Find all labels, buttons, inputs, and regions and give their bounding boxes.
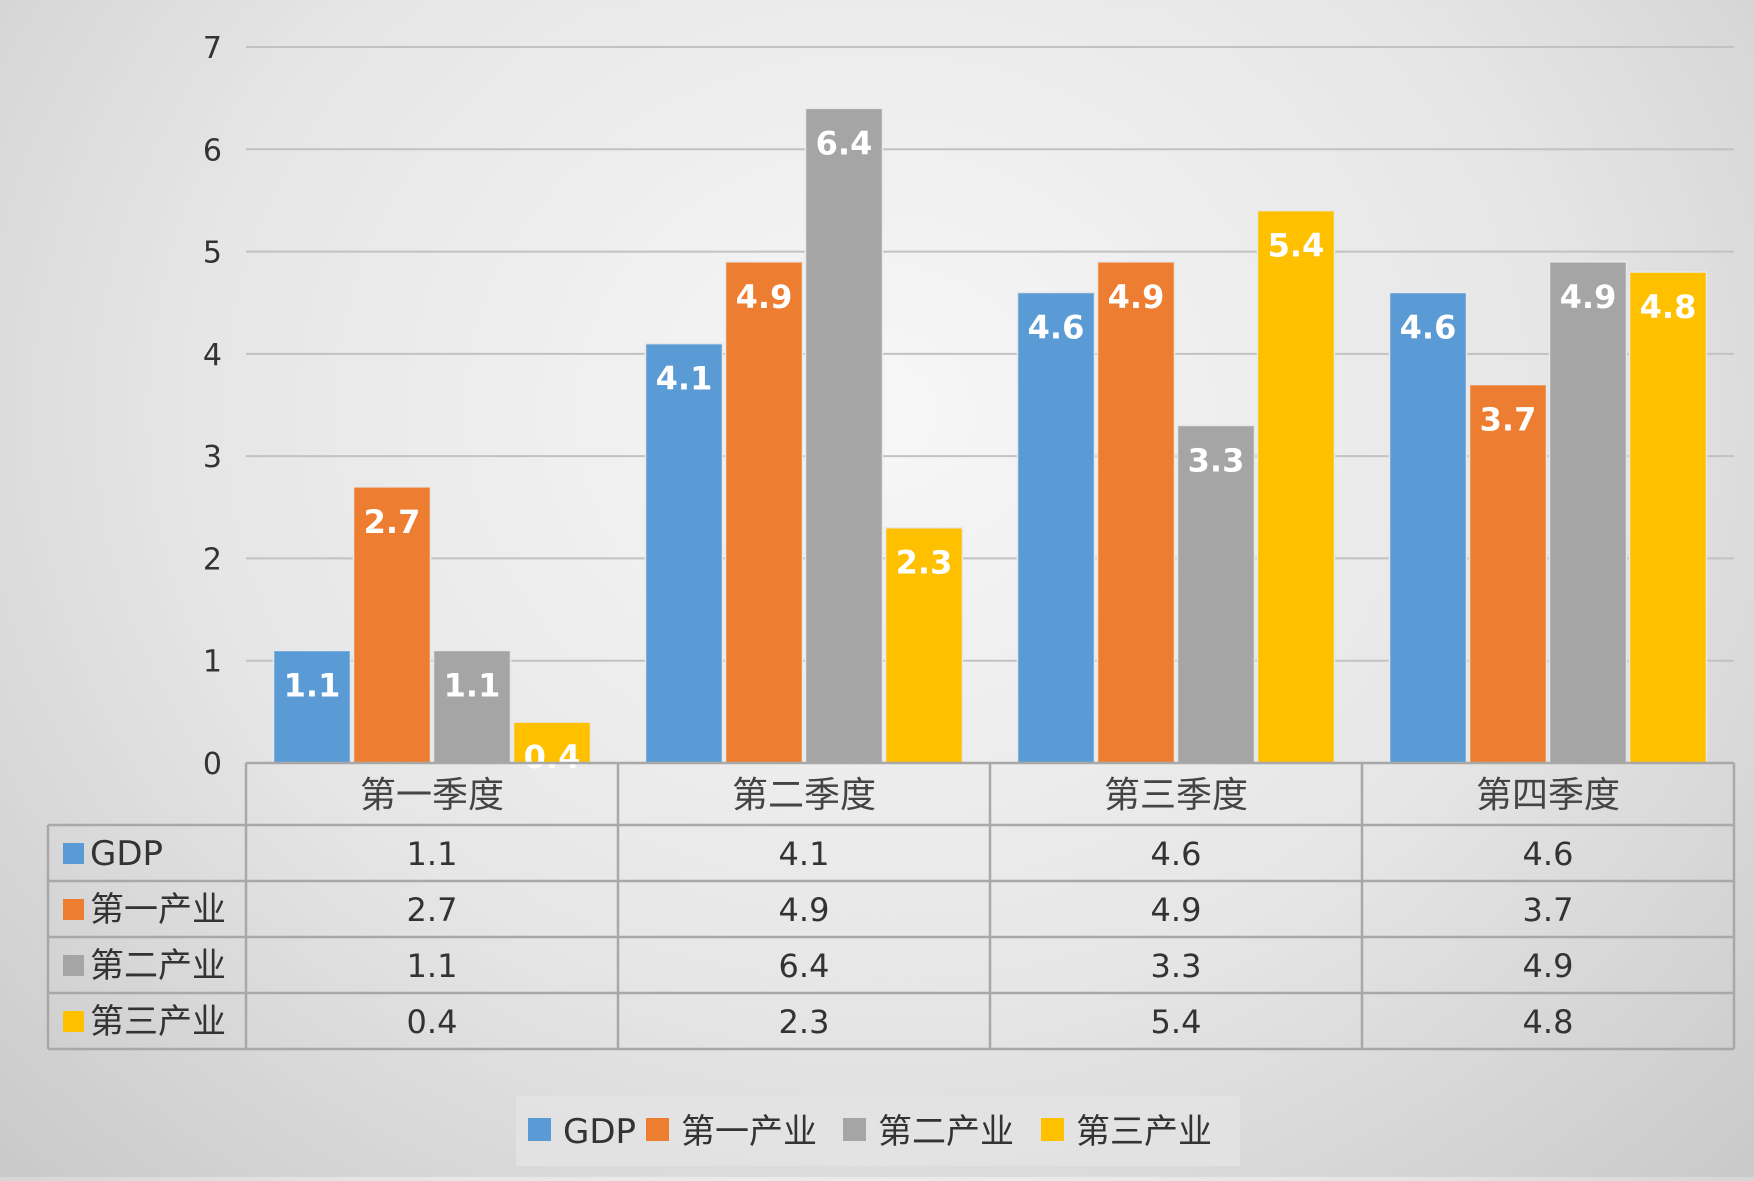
bar bbox=[644, 342, 724, 764]
y-tick-label: 4 bbox=[203, 338, 222, 373]
y-tick-label: 5 bbox=[203, 236, 222, 271]
data-label: 4.6 bbox=[1400, 308, 1457, 346]
legend-label: 第三产业 bbox=[1076, 1112, 1212, 1152]
table-cell: 4.9 bbox=[1151, 891, 1202, 929]
bar bbox=[1096, 261, 1176, 764]
table-cell: 4.8 bbox=[1523, 1003, 1574, 1041]
data-label: 4.9 bbox=[1560, 278, 1617, 316]
data-label: 4.8 bbox=[1640, 288, 1697, 326]
table-row-label: 第一产业 bbox=[90, 890, 226, 930]
data-label: 5.4 bbox=[1268, 227, 1325, 265]
y-tick-label: 0 bbox=[203, 747, 222, 782]
data-label: 0.4 bbox=[524, 738, 581, 776]
legend-key bbox=[528, 1118, 551, 1141]
data-label: 2.7 bbox=[364, 503, 421, 541]
table-legend-key bbox=[63, 1011, 84, 1032]
table-cell: 0.4 bbox=[407, 1003, 458, 1041]
y-tick-label: 1 bbox=[203, 645, 222, 680]
data-label: 1.1 bbox=[284, 666, 341, 704]
legend-label: 第一产业 bbox=[681, 1112, 817, 1152]
table-row-label: GDP bbox=[90, 834, 163, 874]
category-label: 第四季度 bbox=[1476, 775, 1620, 816]
legend-key bbox=[646, 1118, 669, 1141]
bar bbox=[1016, 291, 1096, 764]
table-cell: 1.1 bbox=[407, 947, 458, 985]
legend-label: 第二产业 bbox=[878, 1112, 1014, 1152]
bar bbox=[352, 486, 432, 764]
data-label: 2.3 bbox=[896, 544, 953, 582]
table-cell: 4.1 bbox=[779, 835, 830, 873]
bar bbox=[1176, 424, 1256, 764]
gridlines bbox=[246, 46, 1734, 662]
bar bbox=[1388, 291, 1468, 764]
data-label: 3.3 bbox=[1188, 441, 1245, 479]
bar bbox=[1468, 383, 1548, 764]
table-cell: 1.1 bbox=[407, 835, 458, 873]
y-tick-label: 7 bbox=[203, 31, 222, 66]
table-legend-key bbox=[63, 843, 84, 864]
category-label: 第三季度 bbox=[1104, 775, 1248, 816]
table-row-label: 第二产业 bbox=[90, 946, 226, 986]
table-cell: 2.3 bbox=[779, 1003, 830, 1041]
bar bbox=[724, 261, 804, 764]
bar bbox=[1628, 271, 1708, 764]
table-cell: 3.7 bbox=[1523, 891, 1574, 929]
data-table: 第一季度 第二季度 第三季度 第四季度 GDP 1.1 4.1 4.6 4.6 第一产业 2.7 4.… bbox=[46, 761, 1736, 1051]
data-label: 3.7 bbox=[1480, 401, 1537, 439]
table-legend-key bbox=[63, 899, 84, 920]
data-label: 4.9 bbox=[1108, 278, 1165, 316]
table-cell: 3.3 bbox=[1151, 947, 1202, 985]
category-label: 第二季度 bbox=[732, 775, 876, 816]
table-cell: 2.7 bbox=[407, 891, 458, 929]
category-label: 第一季度 bbox=[360, 775, 504, 816]
data-label: 1.1 bbox=[444, 666, 501, 704]
legend-box bbox=[516, 1096, 1240, 1166]
bar bbox=[1548, 261, 1628, 764]
y-tick-label: 2 bbox=[203, 542, 222, 577]
data-labels: 1.1 4.1 4.6 4.6 2.7 4.9 4.9 3.7 1.1 6.4 3.3 4.9 0.4 2… bbox=[284, 124, 1697, 776]
bar bbox=[884, 526, 964, 764]
table-cell: 4.6 bbox=[1151, 835, 1202, 873]
legend: GDP 第一产业 第二产业 第三产业 bbox=[516, 1096, 1240, 1166]
table-cell: 6.4 bbox=[779, 947, 830, 985]
bar bbox=[1256, 209, 1336, 764]
table-cell: 4.9 bbox=[1523, 947, 1574, 985]
data-label: 4.6 bbox=[1028, 308, 1085, 346]
table-cell: 4.9 bbox=[779, 891, 830, 929]
legend-key bbox=[843, 1118, 866, 1141]
y-tick-label: 6 bbox=[203, 133, 222, 168]
data-label: 6.4 bbox=[816, 124, 873, 162]
bar bbox=[804, 107, 884, 764]
legend-key bbox=[1041, 1118, 1064, 1141]
legend-label: GDP bbox=[563, 1112, 636, 1152]
table-legend-key bbox=[63, 955, 84, 976]
data-label: 4.1 bbox=[656, 360, 713, 398]
y-axis: 0 1 2 3 4 5 6 7 bbox=[203, 31, 222, 782]
table-cell: 4.6 bbox=[1523, 835, 1574, 873]
table-cell: 5.4 bbox=[1151, 1003, 1202, 1041]
bars bbox=[272, 107, 1708, 764]
y-tick-label: 3 bbox=[203, 440, 222, 475]
table-row-label: 第三产业 bbox=[90, 1002, 226, 1042]
data-label: 4.9 bbox=[736, 278, 793, 316]
